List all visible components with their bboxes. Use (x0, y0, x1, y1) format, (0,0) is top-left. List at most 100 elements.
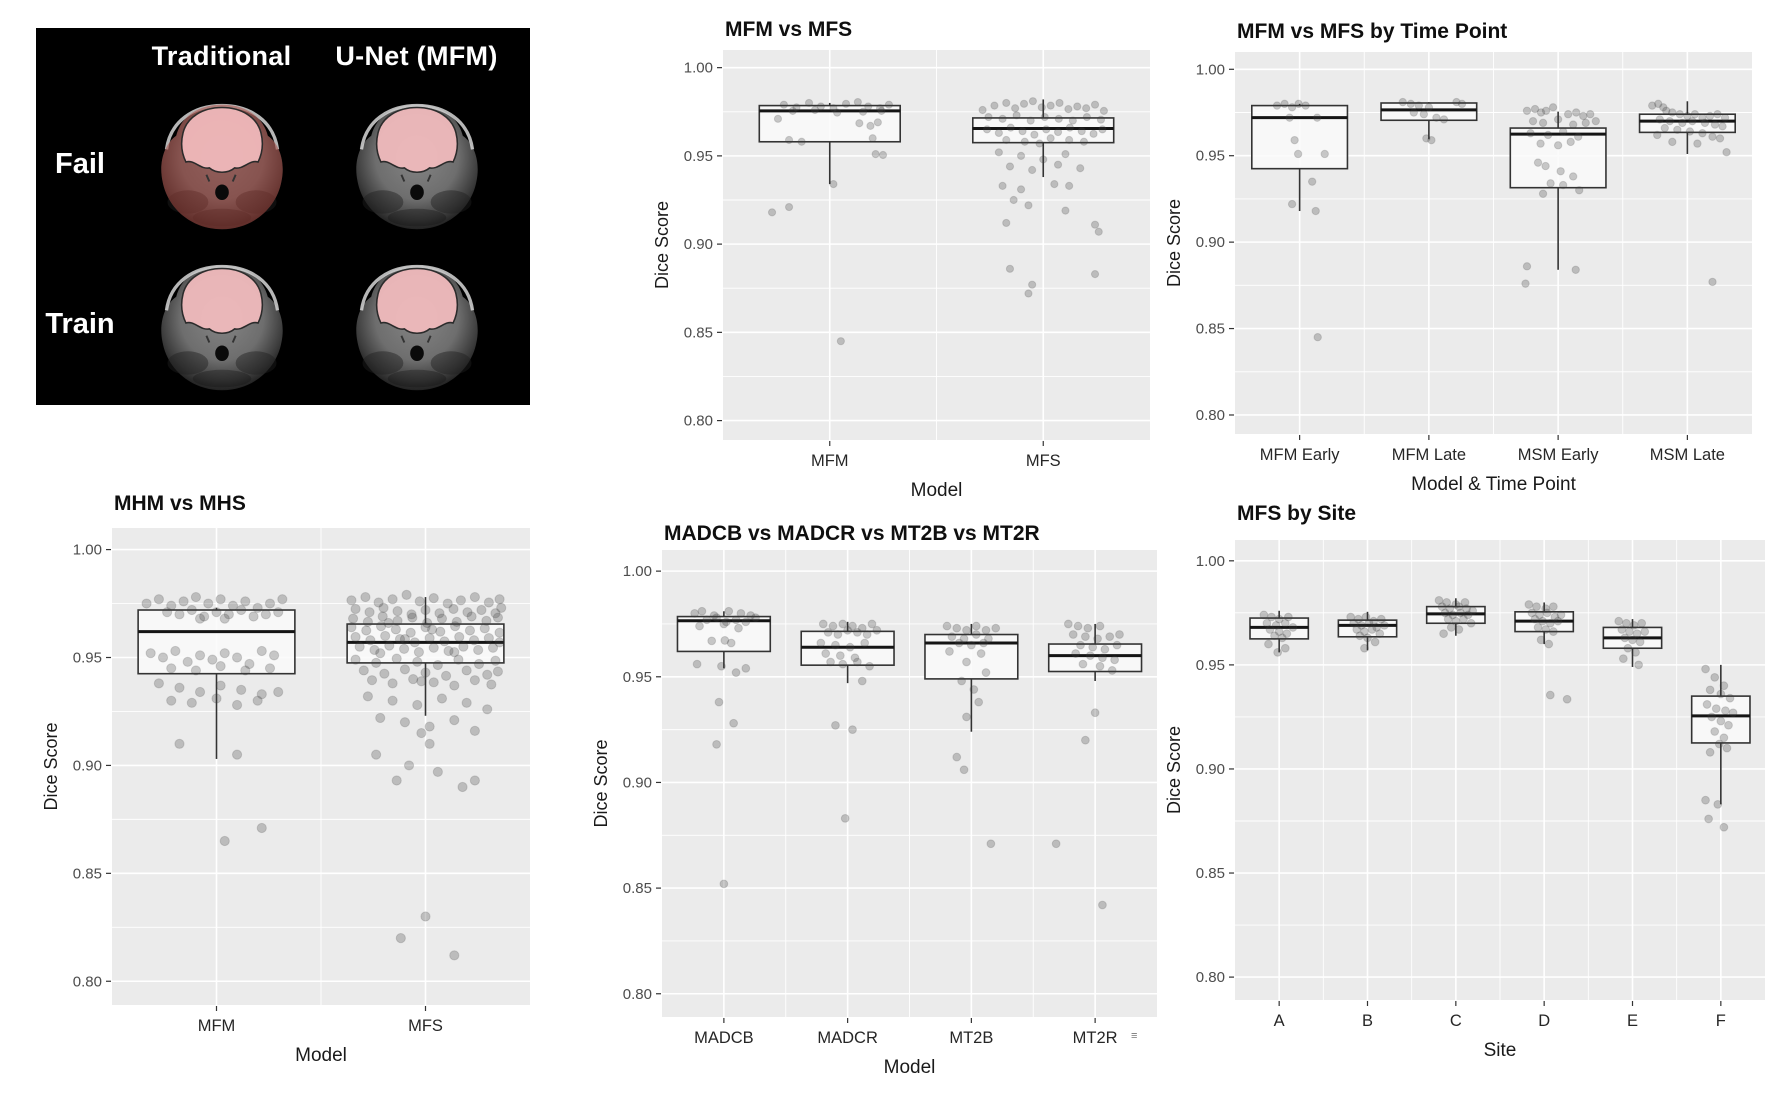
boxplot-box-MFM Early (1251, 103, 1349, 212)
boxplot-box-MT2R (1047, 623, 1143, 682)
svg-text:MFM: MFM (811, 452, 849, 470)
svg-text:D: D (1538, 1012, 1550, 1030)
boxplot-box-MSM Late (1638, 101, 1736, 154)
jitter-points-MFS (346, 589, 507, 961)
svg-text:B: B (1362, 1012, 1373, 1030)
boxplot-box-MFS (971, 99, 1115, 178)
x-axis-title: Model (884, 1057, 936, 1075)
mri-row-label-train: Train (45, 308, 115, 341)
jitter-points-MFS (978, 97, 1109, 298)
svg-text:1.00: 1.00 (623, 563, 652, 580)
svg-text:0.85: 0.85 (73, 865, 102, 882)
boxplot-svg: 0.80 0.85 0.90 0.95 1.00 MADCB MADCR MT2B MT2R ≡ M… (591, 522, 1157, 1078)
brain-image-fail-traditional (124, 89, 319, 239)
boxplot-box-MSM Early (1509, 111, 1607, 270)
mri-header-row: Traditional U-Net (MFM) (36, 28, 530, 84)
jitter-points-A (1259, 610, 1298, 657)
boxplot-box-MFM Late (1380, 102, 1478, 140)
boxplot-box-MADCR (800, 621, 895, 684)
y-axis: 0.80 0.85 0.90 0.95 1.00 (1196, 61, 1234, 424)
brain-mri-svg (355, 264, 478, 391)
corner-glyph: ≡ (1131, 1030, 1137, 1042)
svg-text:MFM: MFM (198, 1017, 236, 1035)
x-axis-title: Model & Time Point (1411, 474, 1576, 495)
svg-text:0.90: 0.90 (1196, 234, 1225, 251)
chart-title: MFM vs MFS (725, 18, 852, 41)
y-axis-title: Dice Score (41, 722, 61, 810)
chart-mfm-vs-mfs: 0.80 0.85 0.90 0.95 1.00 MFM MFS MFM vs MFS Mode… (598, 2, 1158, 512)
svg-text:0.80: 0.80 (73, 973, 102, 990)
mri-col-header-unet-mfm: U-Net (MFM) (335, 40, 498, 71)
svg-text:E: E (1627, 1012, 1638, 1030)
svg-text:0.95: 0.95 (73, 650, 102, 667)
jitter-points-MT2B (942, 621, 1001, 849)
jitter-points-C (1434, 595, 1478, 639)
svg-text:MT2R: MT2R (1073, 1029, 1118, 1047)
svg-text:MFS: MFS (1026, 452, 1061, 470)
chart-title: MADCB vs MADCR vs MT2B vs MT2R (664, 522, 1040, 545)
jitter-points-MSM Early (1521, 103, 1600, 288)
svg-text:MADCR: MADCR (817, 1029, 878, 1047)
jitter-points-MADCB (690, 606, 760, 889)
brain-mri-svg (160, 264, 283, 391)
boxplot-box-C (1425, 598, 1486, 636)
mri-col-header-traditional: Traditional (151, 40, 292, 71)
svg-text:0.90: 0.90 (1196, 761, 1225, 778)
boxplot-box-F (1690, 664, 1751, 805)
chart-mfs-by-site: 0.80 0.85 0.90 0.95 1.00 A B C D E F MFS by Site Sit… (1160, 430, 1788, 1070)
svg-text:0.80: 0.80 (684, 413, 713, 430)
y-axis: 0.80 0.85 0.90 0.95 1.00 (684, 60, 722, 430)
brain-image-train-unet (319, 250, 514, 400)
jitter-points-F (1701, 664, 1738, 832)
boxplot-svg: 0.80 0.85 0.90 0.95 1.00 MFM MFS MFM vs MFS Mode… (652, 18, 1150, 501)
y-axis: 0.80 0.85 0.90 0.95 1.00 (623, 563, 661, 1003)
brain-mri-svg (160, 104, 283, 230)
svg-text:MFM Late: MFM Late (1392, 446, 1466, 464)
segmentation-example-panel: Traditional U-Net (MFM) Fail (36, 28, 530, 405)
chart-title: MFM vs MFS by Time Point (1237, 20, 1507, 43)
svg-text:MSM Late: MSM Late (1650, 446, 1725, 464)
boxplot-svg: 0.80 0.85 0.90 0.95 1.00 MFM MFS MHM vs MHS Mode… (41, 492, 530, 1066)
grid-minor (662, 550, 1157, 1017)
svg-text:MADCB: MADCB (694, 1029, 754, 1047)
jitter-points-MFM (141, 591, 288, 847)
x-axis: MFM MFS (198, 1006, 443, 1035)
chart-mhm-vs-mhs: 0.80 0.85 0.90 0.95 1.00 MFM MFS MHM vs MHS Mode… (25, 425, 545, 1066)
boxplot-box-A (1249, 610, 1310, 653)
svg-text:0.80: 0.80 (1196, 407, 1225, 424)
boxplot-box-E (1602, 619, 1663, 667)
x-axis-title: Model (295, 1045, 347, 1065)
svg-text:0.85: 0.85 (684, 324, 713, 341)
grid-minor (1235, 540, 1765, 1000)
chart-title: MFS by Site (1237, 502, 1356, 525)
boxplot-box-MFM (758, 102, 902, 185)
svg-text:0.85: 0.85 (623, 880, 652, 897)
jitter-points-MFM (767, 97, 894, 346)
boxplot-box-MFS (346, 597, 505, 716)
jitter-points-MADCR (816, 619, 882, 823)
svg-text:1.00: 1.00 (684, 60, 713, 77)
svg-text:MSM Early: MSM Early (1518, 446, 1599, 464)
svg-text:A: A (1274, 1012, 1285, 1030)
jitter-points-MFM Early (1272, 99, 1329, 342)
chart-mfm-vs-mfs-by-time-point: 0.80 0.85 0.90 0.95 1.00 MFM Early MFM Late MSM… (1155, 2, 1788, 517)
svg-text:1.00: 1.00 (1196, 553, 1225, 570)
y-axis-title: Dice Score (1164, 726, 1184, 814)
brain-image-train-traditional (124, 250, 319, 400)
chart-madcb-madcr-mt2b-mt2r: 0.80 0.85 0.90 0.95 1.00 MADCB MADCR MT2B MT2R ≡ M… (555, 455, 1165, 1078)
y-axis-title: Dice Score (591, 739, 611, 827)
boxplot-box-MFM (137, 607, 296, 759)
y-axis: 0.80 0.85 0.90 0.95 1.00 (73, 542, 111, 990)
boxplot-box-MADCB (676, 611, 772, 669)
x-axis: MFM MFS (811, 441, 1061, 470)
svg-text:0.90: 0.90 (623, 774, 652, 791)
y-axis: 0.80 0.85 0.90 0.95 1.00 (1196, 553, 1234, 986)
chart-title: MHM vs MHS (114, 492, 246, 515)
boxplot-box-MT2B (924, 623, 1019, 732)
jitter-points-D (1524, 600, 1572, 704)
brain-image-fail-unet (319, 89, 514, 239)
svg-text:0.85: 0.85 (1196, 865, 1225, 882)
svg-text:0.95: 0.95 (623, 669, 652, 686)
boxplot-svg: 0.80 0.85 0.90 0.95 1.00 A B C D E F MFS by Site Sit… (1164, 502, 1765, 1061)
jitter-points-MSM Late (1648, 99, 1731, 287)
